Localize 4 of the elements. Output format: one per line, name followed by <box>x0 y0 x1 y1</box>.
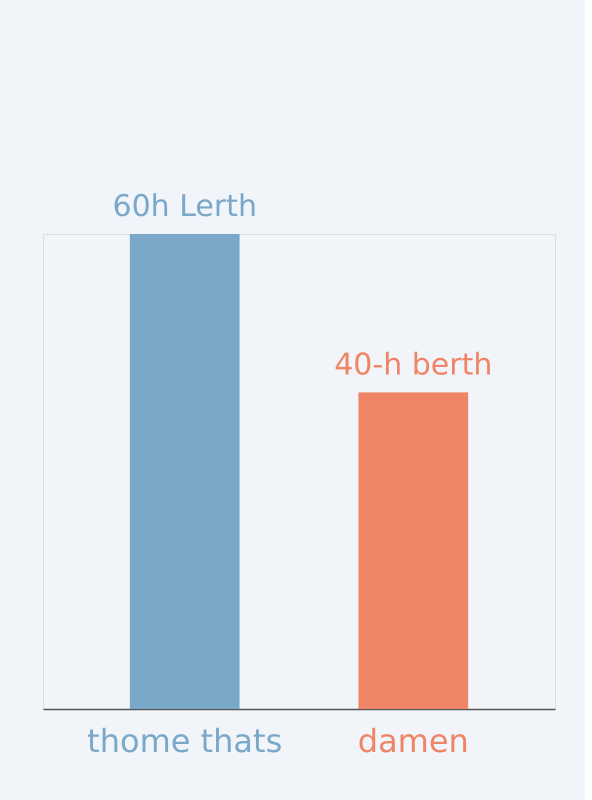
data-label: 60h Lerth <box>112 189 257 224</box>
x-tick-label: thome thats <box>87 722 282 760</box>
x-tick-label: damen <box>358 722 469 760</box>
data-label: 40-h berth <box>334 347 492 382</box>
